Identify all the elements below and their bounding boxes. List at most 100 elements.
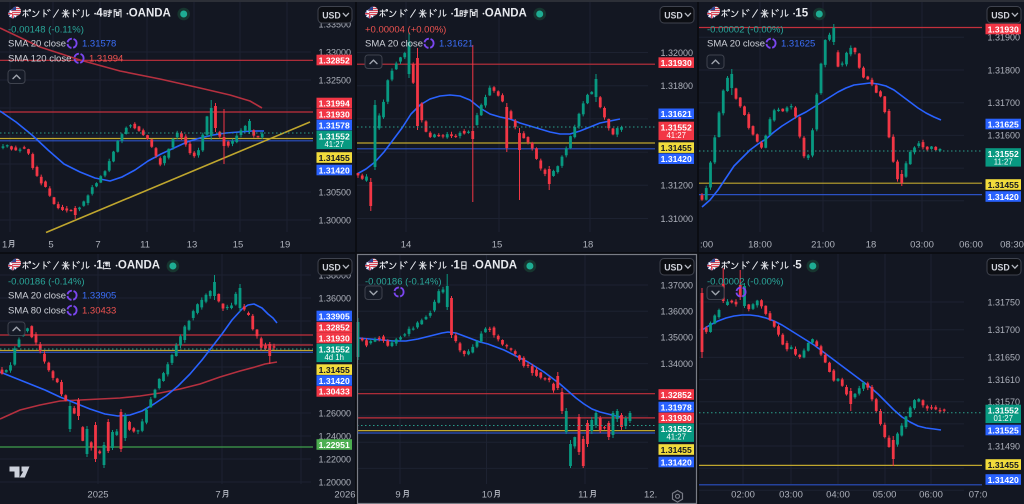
- svg-text:19: 19: [280, 240, 291, 251]
- svg-text:02:00: 02:00: [731, 490, 755, 501]
- svg-text::00: :00: [700, 240, 713, 251]
- svg-text:4: 4: [96, 8, 103, 20]
- svg-text:15: 15: [492, 240, 503, 251]
- svg-text:SMA 20 close: SMA 20 close: [707, 39, 765, 50]
- svg-text:1.32500: 1.32500: [318, 75, 351, 85]
- svg-text:USD: USD: [664, 262, 683, 272]
- svg-text:1.31570: 1.31570: [987, 397, 1020, 407]
- svg-text:03:00: 03:00: [910, 240, 934, 251]
- svg-text:USD: USD: [991, 10, 1010, 20]
- svg-text:SMA 20 close: SMA 20 close: [8, 291, 66, 302]
- svg-text:1.31978: 1.31978: [661, 402, 692, 412]
- svg-text:05:00: 05:00: [873, 490, 897, 501]
- svg-text:1: 1: [2, 240, 7, 251]
- svg-text:1.31420: 1.31420: [988, 475, 1019, 485]
- svg-text:SMA 20 close: SMA 20 close: [365, 39, 423, 50]
- svg-text:1.31650: 1.31650: [987, 353, 1020, 363]
- svg-text:1.31420: 1.31420: [661, 154, 692, 164]
- svg-text:1.33905: 1.33905: [82, 291, 116, 302]
- svg-text:10: 10: [482, 490, 493, 501]
- svg-text:1.31552: 1.31552: [988, 149, 1019, 159]
- svg-text:1.30000: 1.30000: [318, 215, 351, 225]
- svg-text:1.35000: 1.35000: [660, 333, 693, 343]
- svg-text:OANDA: OANDA: [485, 8, 527, 20]
- svg-text:1.31621: 1.31621: [661, 109, 692, 119]
- svg-text:15: 15: [795, 8, 808, 20]
- svg-text:1.31200: 1.31200: [660, 181, 693, 191]
- svg-text:1.31994: 1.31994: [89, 54, 123, 65]
- svg-text:1.31900: 1.31900: [987, 33, 1020, 43]
- svg-text:1.31552: 1.31552: [319, 131, 350, 141]
- svg-text:14: 14: [401, 240, 412, 251]
- svg-text:-0.00186 (-0.14%): -0.00186 (-0.14%): [365, 277, 442, 288]
- svg-text:1.32852: 1.32852: [319, 55, 350, 65]
- svg-text:-0.00186 (-0.14%): -0.00186 (-0.14%): [8, 277, 85, 288]
- svg-text:1.22951: 1.22951: [319, 440, 350, 450]
- svg-text:USD: USD: [322, 262, 341, 272]
- svg-text:1.31750: 1.31750: [987, 297, 1020, 307]
- svg-text:18: 18: [866, 240, 877, 251]
- svg-text:1.33000: 1.33000: [318, 47, 351, 57]
- svg-text:USD: USD: [322, 10, 341, 20]
- svg-text:1.31621: 1.31621: [439, 39, 473, 50]
- svg-text:21:00: 21:00: [811, 240, 835, 251]
- svg-text:1.31625: 1.31625: [781, 39, 815, 50]
- svg-text:1.31455: 1.31455: [319, 153, 350, 163]
- svg-text:1.31455: 1.31455: [319, 365, 350, 375]
- svg-text:SMA 80 close: SMA 80 close: [8, 306, 66, 317]
- svg-text:11: 11: [140, 240, 150, 251]
- svg-text:7: 7: [215, 490, 220, 501]
- svg-text:2025: 2025: [87, 490, 108, 501]
- svg-text:08:30: 08:30: [1000, 240, 1024, 251]
- svg-text:1.32852: 1.32852: [319, 323, 350, 333]
- svg-text:01:27: 01:27: [993, 414, 1013, 423]
- svg-text:1.30500: 1.30500: [318, 187, 351, 197]
- svg-text:1: 1: [453, 8, 460, 20]
- svg-text:11:27: 11:27: [994, 157, 1013, 166]
- svg-text:1.30433: 1.30433: [319, 387, 350, 397]
- svg-text:1.31600: 1.31600: [987, 131, 1020, 141]
- svg-text:1.31000: 1.31000: [660, 214, 693, 224]
- svg-text:7: 7: [95, 240, 100, 251]
- svg-text:06:00: 06:00: [959, 240, 983, 251]
- svg-text:15: 15: [233, 240, 244, 251]
- svg-text:03:00: 03:00: [779, 490, 803, 501]
- svg-text:SMA 20 close: SMA 20 close: [8, 39, 66, 50]
- svg-text:1.37000: 1.37000: [660, 280, 693, 290]
- svg-text:1.30433: 1.30433: [82, 306, 116, 317]
- svg-text:USD: USD: [664, 10, 683, 20]
- svg-text:1.31700: 1.31700: [987, 325, 1020, 335]
- svg-text:OANDA: OANDA: [475, 260, 517, 272]
- svg-text:1.31420: 1.31420: [319, 165, 350, 175]
- svg-text:12.: 12.: [644, 490, 657, 501]
- svg-text:OANDA: OANDA: [129, 8, 171, 20]
- svg-text:-0.00002 (-0.00%): -0.00002 (-0.00%): [707, 277, 784, 288]
- svg-text:13: 13: [187, 240, 198, 251]
- svg-text:1.31800: 1.31800: [660, 81, 693, 91]
- svg-text:SMA 120 close: SMA 120 close: [8, 54, 71, 65]
- svg-text:06:00: 06:00: [919, 490, 943, 501]
- svg-text:41:27: 41:27: [324, 140, 344, 149]
- svg-text:11: 11: [578, 490, 588, 501]
- svg-text:1.33500: 1.33500: [318, 19, 351, 29]
- svg-text:1.31930: 1.31930: [988, 24, 1019, 34]
- svg-text:1.31610: 1.31610: [987, 375, 1020, 385]
- svg-text:18: 18: [583, 240, 594, 251]
- svg-text:1: 1: [96, 260, 103, 272]
- svg-text:9: 9: [395, 490, 400, 501]
- svg-text:1.36000: 1.36000: [660, 307, 693, 317]
- svg-text:1.31455: 1.31455: [661, 445, 692, 455]
- svg-text:-0.00002 (-0.00%): -0.00002 (-0.00%): [707, 25, 784, 36]
- svg-text:1.31455: 1.31455: [661, 143, 692, 153]
- svg-text:1: 1: [453, 260, 460, 272]
- svg-text:1.26000: 1.26000: [318, 408, 351, 418]
- svg-text:1.31420: 1.31420: [988, 192, 1019, 202]
- svg-text:1.31578: 1.31578: [82, 39, 116, 50]
- svg-text:1.22000: 1.22000: [318, 454, 351, 464]
- svg-text:1.31455: 1.31455: [988, 180, 1019, 190]
- svg-text:1.31552: 1.31552: [988, 405, 1019, 415]
- svg-text:1.31552: 1.31552: [319, 344, 350, 354]
- svg-text:1.31420: 1.31420: [319, 376, 350, 386]
- svg-text:1.34000: 1.34000: [660, 359, 693, 369]
- svg-text:1.31625: 1.31625: [988, 119, 1019, 129]
